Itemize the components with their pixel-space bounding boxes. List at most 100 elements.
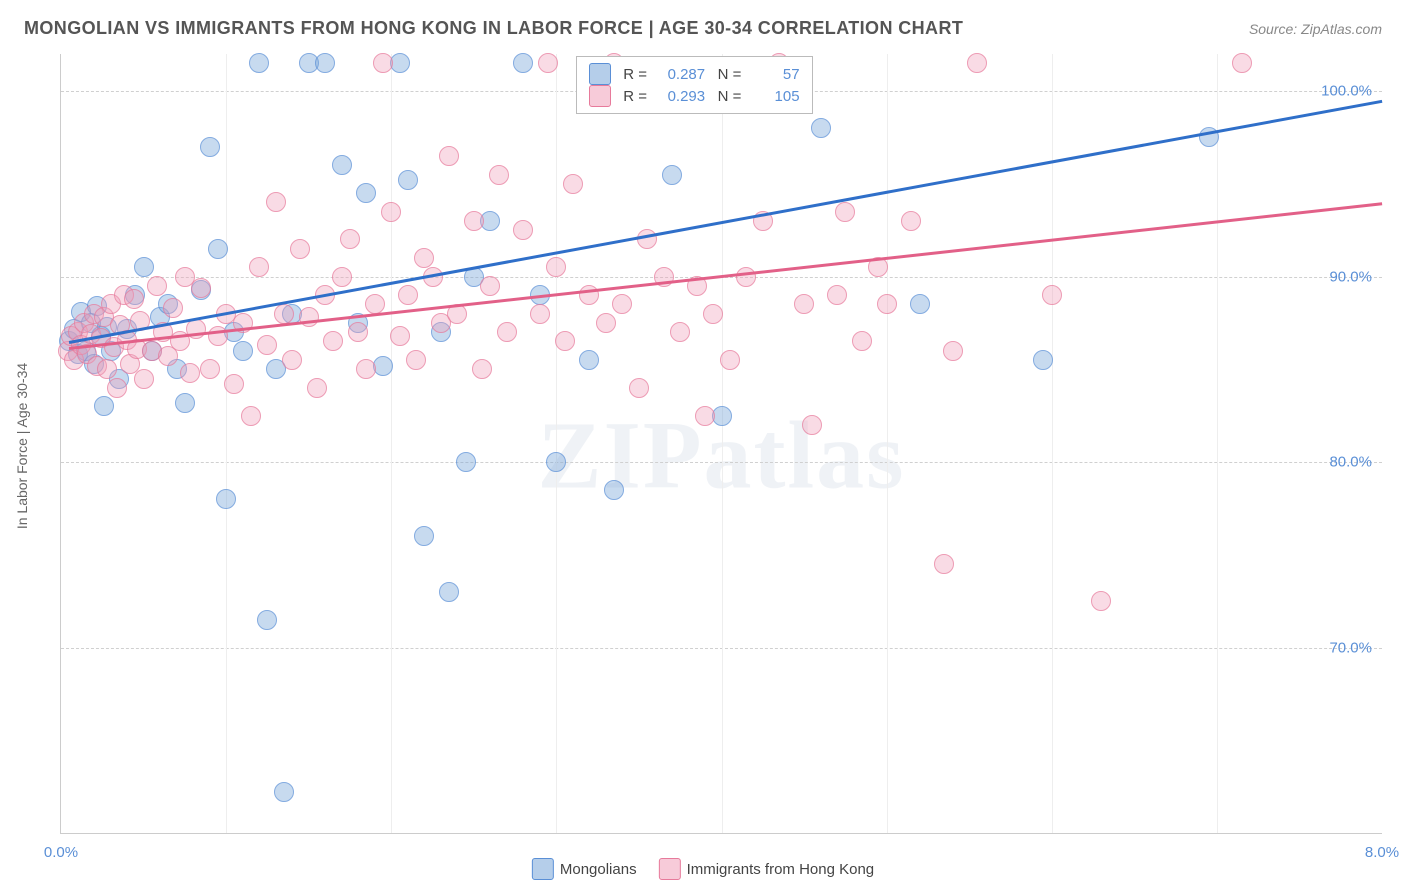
scatter-point-hk bbox=[290, 239, 310, 259]
scatter-point-hk bbox=[257, 335, 277, 355]
scatter-point-hk bbox=[877, 294, 897, 314]
scatter-point-mongolians bbox=[200, 137, 220, 157]
scatter-point-hk bbox=[348, 322, 368, 342]
scatter-point-hk bbox=[200, 359, 220, 379]
scatter-point-hk bbox=[191, 278, 211, 298]
scatter-point-mongolians bbox=[249, 53, 269, 73]
scatter-point-hk bbox=[266, 192, 286, 212]
legend-swatch bbox=[659, 858, 681, 880]
scatter-point-hk bbox=[943, 341, 963, 361]
y-tick-label: 90.0% bbox=[1329, 268, 1372, 285]
scatter-point-mongolians bbox=[332, 155, 352, 175]
scatter-point-hk bbox=[546, 257, 566, 277]
scatter-point-hk bbox=[967, 53, 987, 73]
scatter-point-mongolians bbox=[175, 393, 195, 413]
scatter-point-hk bbox=[489, 165, 509, 185]
scatter-point-mongolians bbox=[513, 53, 533, 73]
scatter-point-mongolians bbox=[456, 452, 476, 472]
scatter-point-hk bbox=[464, 211, 484, 231]
scatter-point-hk bbox=[612, 294, 632, 314]
gridline-v bbox=[556, 54, 557, 833]
scatter-point-mongolians bbox=[604, 480, 624, 500]
scatter-point-mongolians bbox=[579, 350, 599, 370]
scatter-point-hk bbox=[180, 363, 200, 383]
scatter-point-hk bbox=[224, 374, 244, 394]
scatter-point-hk bbox=[1091, 591, 1111, 611]
header: MONGOLIAN VS IMMIGRANTS FROM HONG KONG I… bbox=[0, 0, 1406, 47]
scatter-plot-area: ZIPatlas 70.0%80.0%90.0%100.0%0.0%8.0%R … bbox=[60, 54, 1382, 834]
scatter-point-hk bbox=[827, 285, 847, 305]
scatter-point-hk bbox=[340, 229, 360, 249]
scatter-point-hk bbox=[97, 359, 117, 379]
scatter-point-hk bbox=[736, 267, 756, 287]
scatter-point-hk bbox=[282, 350, 302, 370]
scatter-point-hk bbox=[299, 307, 319, 327]
scatter-point-hk bbox=[323, 331, 343, 351]
gridline-v bbox=[391, 54, 392, 833]
scatter-point-mongolians bbox=[910, 294, 930, 314]
scatter-point-hk bbox=[480, 276, 500, 296]
scatter-point-hk bbox=[147, 276, 167, 296]
scatter-point-mongolians bbox=[439, 582, 459, 602]
scatter-point-hk bbox=[406, 350, 426, 370]
scatter-point-hk bbox=[497, 322, 517, 342]
legend-stat-text: R = 0.293 N = 105 bbox=[623, 88, 799, 105]
correlation-legend: R = 0.287 N = 57 R = 0.293 N = 105 bbox=[576, 56, 812, 114]
scatter-point-hk bbox=[163, 298, 183, 318]
legend-swatch bbox=[589, 63, 611, 85]
x-tick-label: 0.0% bbox=[44, 844, 78, 861]
trendline-mongolians bbox=[69, 100, 1382, 344]
scatter-point-hk bbox=[107, 378, 127, 398]
scatter-point-hk bbox=[307, 378, 327, 398]
scatter-point-hk bbox=[332, 267, 352, 287]
scatter-point-mongolians bbox=[546, 452, 566, 472]
scatter-point-mongolians bbox=[94, 396, 114, 416]
scatter-point-hk bbox=[695, 406, 715, 426]
scatter-point-hk bbox=[901, 211, 921, 231]
scatter-point-hk bbox=[703, 304, 723, 324]
legend-stat-text: R = 0.287 N = 57 bbox=[623, 66, 799, 83]
gridline-v bbox=[1217, 54, 1218, 833]
scatter-point-mongolians bbox=[274, 782, 294, 802]
scatter-point-hk bbox=[852, 331, 872, 351]
scatter-point-hk bbox=[934, 554, 954, 574]
scatter-point-hk bbox=[439, 146, 459, 166]
scatter-point-hk bbox=[124, 289, 144, 309]
scatter-point-hk bbox=[629, 378, 649, 398]
scatter-point-hk bbox=[1232, 53, 1252, 73]
scatter-point-mongolians bbox=[811, 118, 831, 138]
scatter-point-hk bbox=[398, 285, 418, 305]
legend-item-mongolians: Mongolians bbox=[532, 858, 637, 880]
y-tick-label: 80.0% bbox=[1329, 454, 1372, 471]
scatter-point-mongolians bbox=[398, 170, 418, 190]
scatter-point-hk bbox=[563, 174, 583, 194]
scatter-point-mongolians bbox=[233, 341, 253, 361]
legend-label: Mongolians bbox=[560, 861, 637, 878]
scatter-point-hk bbox=[596, 313, 616, 333]
gridline-v bbox=[722, 54, 723, 833]
scatter-point-mongolians bbox=[356, 183, 376, 203]
scatter-point-hk bbox=[555, 331, 575, 351]
scatter-point-hk bbox=[414, 248, 434, 268]
scatter-point-mongolians bbox=[257, 610, 277, 630]
scatter-point-hk bbox=[530, 304, 550, 324]
scatter-point-hk bbox=[373, 53, 393, 73]
scatter-point-hk bbox=[513, 220, 533, 240]
y-axis-label: In Labor Force | Age 30-34 bbox=[14, 363, 30, 529]
gridline-v bbox=[1052, 54, 1053, 833]
legend-label: Immigrants from Hong Kong bbox=[687, 861, 875, 878]
chart-title: MONGOLIAN VS IMMIGRANTS FROM HONG KONG I… bbox=[24, 18, 963, 39]
scatter-point-hk bbox=[134, 369, 154, 389]
scatter-point-hk bbox=[835, 202, 855, 222]
gridline-v bbox=[226, 54, 227, 833]
scatter-point-hk bbox=[390, 326, 410, 346]
scatter-point-hk bbox=[1042, 285, 1062, 305]
gridline-v bbox=[887, 54, 888, 833]
legend-item-hk: Immigrants from Hong Kong bbox=[659, 858, 875, 880]
scatter-point-hk bbox=[241, 406, 261, 426]
scatter-point-hk bbox=[356, 359, 376, 379]
scatter-point-mongolians bbox=[662, 165, 682, 185]
legend-swatch bbox=[532, 858, 554, 880]
scatter-point-hk bbox=[249, 257, 269, 277]
scatter-point-hk bbox=[670, 322, 690, 342]
